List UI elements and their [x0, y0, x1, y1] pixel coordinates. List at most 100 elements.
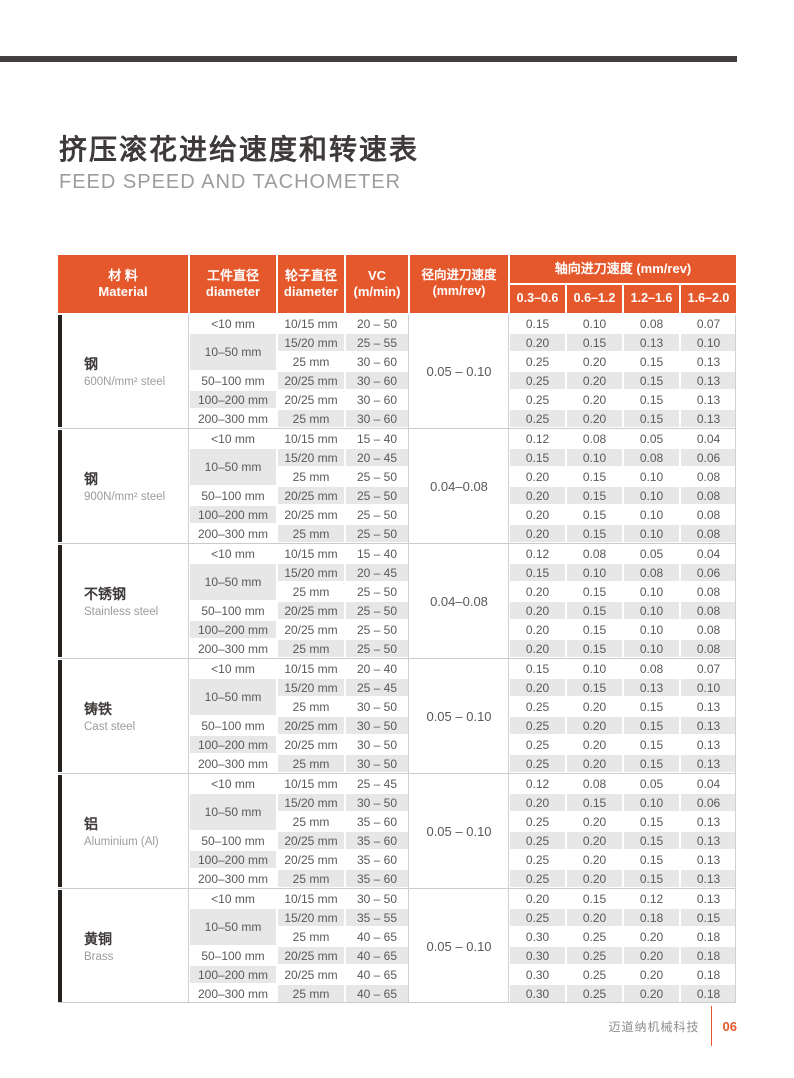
vc-range-cell: 30 – 50 — [346, 890, 408, 907]
wheel-diameter-cell: 25 mm — [278, 870, 344, 887]
axial-feed-cell: 0.15 — [624, 372, 679, 389]
wheel-diameter-cell: 20/25 mm — [278, 966, 344, 983]
axial-feed-cell: 0.13 — [681, 890, 736, 907]
axial-feed-cell: 0.08 — [681, 506, 736, 523]
vc-range-cell: 25 – 50 — [346, 640, 408, 657]
axial-feed-cell: 0.06 — [681, 564, 736, 581]
wheel-diameter-cell: 10/15 mm — [278, 890, 344, 907]
axial-feed-cell: 0.08 — [567, 545, 622, 562]
axial-feed-cell: 0.15 — [624, 870, 679, 887]
vc-range-cell: 30 – 50 — [346, 736, 408, 753]
axial-feed-cell: 0.07 — [681, 660, 736, 677]
workpiece-diameter-cell: 10–50 mm — [190, 334, 276, 370]
axial-feed-cell: 0.20 — [510, 621, 565, 638]
axial-feed-cell: 0.20 — [567, 372, 622, 389]
axial-feed-cell: 0.15 — [567, 468, 622, 485]
header-axial-range-4: 1.6–2.0 — [681, 285, 736, 313]
axial-feed-cell: 0.20 — [567, 832, 622, 849]
header-vc-unit: (m/min) — [353, 284, 401, 299]
axial-feed-cell: 0.13 — [681, 851, 736, 868]
vc-range-cell: 30 – 50 — [346, 794, 408, 811]
header-radial-zh: 径向进刀速度 — [421, 268, 497, 283]
axial-feed-cell: 0.10 — [567, 660, 622, 677]
wheel-diameter-cell: 20/25 mm — [278, 717, 344, 734]
vc-range-cell: 40 – 65 — [346, 985, 408, 1002]
axial-feed-cell: 0.25 — [567, 928, 622, 945]
workpiece-diameter-cell: 200–300 mm — [190, 410, 276, 427]
axial-feed-cell: 0.18 — [681, 947, 736, 964]
axial-feed-cell: 0.15 — [567, 640, 622, 657]
header-workpiece-zh: 工件直径 — [206, 267, 259, 283]
axial-feed-cell: 0.20 — [567, 736, 622, 753]
axial-feed-cell: 0.20 — [510, 487, 565, 504]
material-name-zh: 铝 — [84, 816, 98, 832]
axial-feed-cell: 0.08 — [624, 564, 679, 581]
workpiece-diameter-cell: 200–300 mm — [190, 985, 276, 1002]
material-name-zh: 不锈钢 — [84, 586, 126, 602]
axial-feed-cell: 0.20 — [567, 353, 622, 370]
header-material-en: Material — [98, 284, 148, 299]
axial-feed-cell: 0.10 — [681, 679, 736, 696]
axial-feed-cell: 0.05 — [624, 430, 679, 447]
material-group: 铝 Aluminium (Al) 0.05 – 0.10 <10 mm 10/15 mm… — [58, 775, 736, 887]
wheel-diameter-cell: 15/20 mm — [278, 794, 344, 811]
wheel-diameter-cell: 25 mm — [278, 985, 344, 1002]
wheel-diameter-cell: 10/15 mm — [278, 660, 344, 677]
axial-feed-cell: 0.25 — [510, 353, 565, 370]
axial-feed-cell: 0.04 — [681, 775, 736, 792]
workpiece-diameter-cell: 10–50 mm — [190, 794, 276, 830]
axial-feed-cell: 0.10 — [624, 468, 679, 485]
axial-feed-cell: 0.12 — [510, 775, 565, 792]
header-wheel-zh: 轮子直径 — [284, 267, 337, 283]
vc-range-cell: 30 – 60 — [346, 372, 408, 389]
radial-feed-cell: 0.04–0.08 — [410, 430, 508, 542]
workpiece-diameter-cell: 50–100 mm — [190, 717, 276, 734]
material-cell: 铝 Aluminium (Al) — [58, 775, 188, 887]
axial-feed-cell: 0.13 — [681, 755, 736, 772]
workpiece-diameter-cell: 10–50 mm — [190, 449, 276, 485]
axial-feed-cell: 0.04 — [681, 430, 736, 447]
material-group: 钢 900N/mm² steel 0.04–0.08 <10 mm 10/15 mm 15… — [58, 430, 736, 542]
group-separator — [58, 773, 736, 774]
wheel-diameter-cell: 15/20 mm — [278, 679, 344, 696]
axial-feed-cell: 0.20 — [510, 583, 565, 600]
wheel-diameter-cell: 15/20 mm — [278, 449, 344, 466]
axial-feed-cell: 0.08 — [681, 525, 736, 542]
workpiece-diameter-cell: <10 mm — [190, 545, 276, 562]
header-wheel-diameter: 轮子直径 diameter — [278, 255, 344, 313]
axial-feed-cell: 0.15 — [624, 736, 679, 753]
axial-feed-cell: 0.20 — [567, 870, 622, 887]
radial-feed-cell: 0.05 – 0.10 — [410, 890, 508, 1002]
axial-feed-cell: 0.08 — [681, 621, 736, 638]
axial-feed-cell: 0.10 — [624, 621, 679, 638]
wheel-diameter-cell: 25 mm — [278, 353, 344, 370]
wheel-diameter-cell: 20/25 mm — [278, 602, 344, 619]
axial-feed-cell: 0.18 — [624, 909, 679, 926]
vc-range-cell: 25 – 50 — [346, 602, 408, 619]
wheel-diameter-cell: 20/25 mm — [278, 372, 344, 389]
wheel-diameter-cell: 15/20 mm — [278, 909, 344, 926]
material-name-en: Brass — [84, 951, 114, 963]
wheel-diameter-cell: 25 mm — [278, 813, 344, 830]
vc-range-cell: 30 – 50 — [346, 755, 408, 772]
axial-feed-cell: 0.15 — [510, 564, 565, 581]
workpiece-diameter-cell: 50–100 mm — [190, 947, 276, 964]
material-cell: 铸铁 Cast steel — [58, 660, 188, 772]
workpiece-diameter-cell: 100–200 mm — [190, 621, 276, 638]
axial-feed-cell: 0.20 — [567, 698, 622, 715]
wheel-diameter-cell: 10/15 mm — [278, 315, 344, 332]
header-wheel-en: diameter — [283, 284, 339, 299]
axial-feed-cell: 0.15 — [624, 851, 679, 868]
header-vc: VC (m/min) — [346, 255, 408, 313]
material-cell: 钢 900N/mm² steel — [58, 430, 188, 542]
group-separator — [58, 888, 736, 889]
vc-range-cell: 35 – 60 — [346, 851, 408, 868]
axial-feed-cell: 0.25 — [510, 870, 565, 887]
workpiece-diameter-cell: <10 mm — [190, 890, 276, 907]
header-workpiece-diameter: 工件直径 diameter — [190, 255, 276, 313]
material-cell: 不锈钢 Stainless steel — [58, 545, 188, 657]
axial-feed-cell: 0.20 — [510, 334, 565, 351]
workpiece-diameter-cell: 200–300 mm — [190, 870, 276, 887]
material-group: 铸铁 Cast steel 0.05 – 0.10 <10 mm 10/15 mm 20 … — [58, 660, 736, 772]
material-name-zh: 钢 — [84, 471, 98, 487]
